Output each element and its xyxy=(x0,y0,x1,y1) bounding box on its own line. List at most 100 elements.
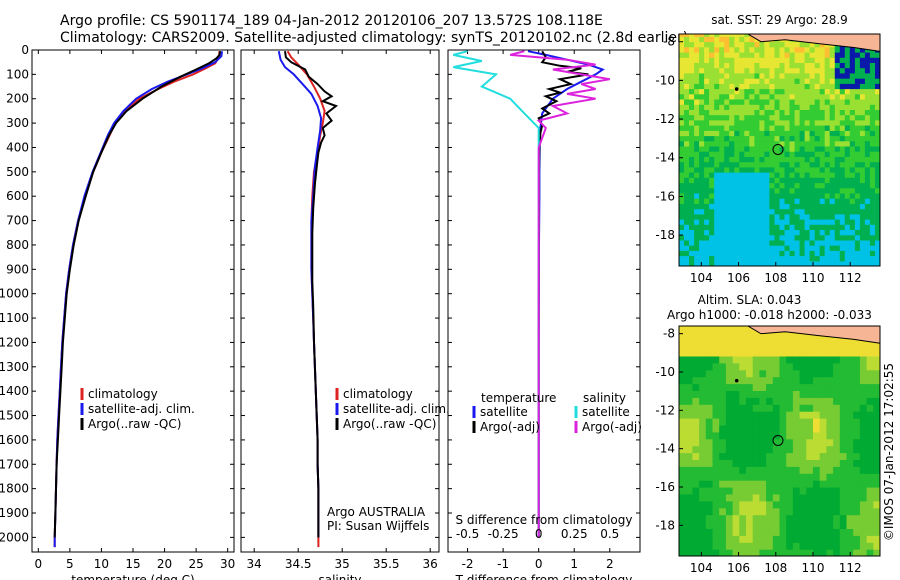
field-cell xyxy=(692,521,700,529)
field-cell xyxy=(854,245,861,251)
field-cell xyxy=(880,240,886,246)
field-cell xyxy=(744,203,750,210)
field-cell xyxy=(689,125,695,131)
field-cell xyxy=(829,78,836,84)
field-cell xyxy=(749,83,755,90)
field-cell xyxy=(819,466,827,474)
field-cell xyxy=(799,135,806,142)
field-cell xyxy=(729,145,735,152)
field-cell xyxy=(679,487,687,495)
field-cell xyxy=(772,514,781,523)
field-cell xyxy=(694,250,700,257)
field-cell xyxy=(779,466,787,474)
field-cell xyxy=(724,208,730,215)
field-cell xyxy=(866,500,874,509)
field-cell xyxy=(774,119,781,126)
field-cell xyxy=(744,119,750,126)
s-tick-label: 0 xyxy=(535,527,543,541)
field-cell xyxy=(705,466,714,474)
field-cell xyxy=(844,219,851,225)
field-cell xyxy=(819,135,826,142)
field-cell xyxy=(819,549,827,556)
field-cell xyxy=(809,119,816,126)
field-cell xyxy=(689,161,695,168)
field-cell xyxy=(814,119,821,126)
field-cell xyxy=(732,411,740,419)
field-cell xyxy=(859,521,868,529)
field-cell xyxy=(746,335,754,343)
field-cell xyxy=(692,528,700,536)
field-cell xyxy=(772,459,781,467)
field-cell xyxy=(789,57,796,63)
field-cell xyxy=(732,418,740,426)
field-cell xyxy=(685,473,693,481)
field-cell xyxy=(732,342,740,350)
field-cell xyxy=(824,219,831,225)
field-cell xyxy=(679,411,687,419)
field-cell xyxy=(754,151,760,157)
field-cell xyxy=(864,78,871,84)
field-cell xyxy=(679,187,685,194)
field-cell xyxy=(769,62,775,69)
field-cell xyxy=(844,198,851,204)
field-cell xyxy=(759,245,765,251)
field-cell xyxy=(880,94,886,100)
field-cell xyxy=(789,192,796,199)
field-cell xyxy=(725,500,734,509)
field-cell xyxy=(813,480,821,488)
field-cell xyxy=(754,192,760,199)
field-cell xyxy=(873,487,880,495)
field-cell xyxy=(689,229,695,236)
field-cell xyxy=(779,245,786,251)
field-cell xyxy=(869,177,876,184)
field-cell xyxy=(792,355,801,364)
field-cell xyxy=(704,57,710,63)
field-cell xyxy=(846,342,854,350)
field-cell xyxy=(692,445,700,454)
field-cell xyxy=(839,213,846,220)
field-cell xyxy=(834,140,841,147)
field-cell xyxy=(746,390,754,398)
field-cell xyxy=(705,487,714,495)
field-cell xyxy=(792,418,801,426)
field-cell xyxy=(804,161,811,168)
field-cell xyxy=(754,213,760,220)
field-cell xyxy=(799,369,807,378)
field-cell xyxy=(804,250,811,257)
field-cell xyxy=(786,438,794,447)
depth-tick-label: 200 xyxy=(6,92,29,106)
field-cell xyxy=(880,235,886,241)
field-cell xyxy=(806,390,814,398)
field-cell xyxy=(725,438,734,447)
field-cell xyxy=(880,245,886,251)
field-cell xyxy=(859,52,866,58)
depth-tick-label: 900 xyxy=(6,262,29,276)
field-cell xyxy=(734,46,740,53)
field-cell xyxy=(679,369,687,378)
field-cell xyxy=(853,362,861,371)
field-cell xyxy=(725,535,734,543)
field-cell xyxy=(744,245,750,251)
field-cell xyxy=(869,93,876,100)
field-cell xyxy=(709,182,715,189)
field-cell xyxy=(764,203,770,210)
field-cell xyxy=(704,145,710,152)
field-cell xyxy=(709,187,715,194)
field-cell xyxy=(834,78,841,84)
field-cell xyxy=(734,109,740,116)
field-cell xyxy=(684,245,690,251)
field-cell xyxy=(694,161,700,168)
field-cell xyxy=(789,239,796,246)
annotation-institution: Argo AUSTRALIA xyxy=(327,505,426,519)
field-cell xyxy=(699,151,705,157)
field-cell xyxy=(853,487,861,495)
field-cell xyxy=(804,109,811,116)
field-cell xyxy=(739,36,745,43)
field-cell xyxy=(880,183,886,189)
field-cell xyxy=(833,342,841,350)
field-cell xyxy=(849,114,856,121)
field-cell xyxy=(729,67,735,74)
field-cell xyxy=(779,383,787,391)
field-cell xyxy=(684,224,690,230)
field-cell xyxy=(864,151,871,157)
